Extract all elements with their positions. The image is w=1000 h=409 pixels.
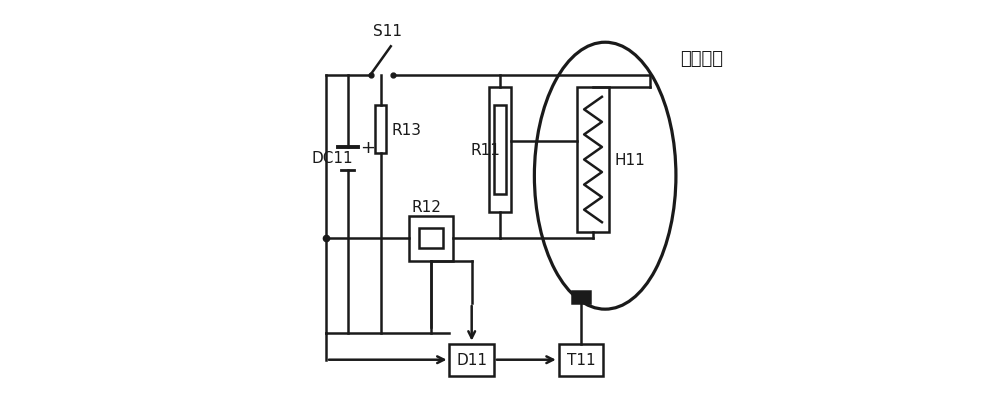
- Bar: [577, 88, 609, 233]
- Text: D11: D11: [456, 352, 487, 367]
- Bar: [494, 106, 506, 194]
- Text: H11: H11: [614, 153, 645, 168]
- Bar: [375, 106, 386, 154]
- Text: R12: R12: [411, 199, 441, 214]
- Bar: [409, 217, 453, 261]
- Bar: [572, 291, 590, 303]
- Text: +: +: [360, 139, 375, 157]
- Text: S11: S11: [373, 24, 402, 38]
- Text: R11: R11: [471, 143, 501, 157]
- Bar: [449, 344, 494, 376]
- Bar: [419, 229, 443, 249]
- Bar: [559, 344, 603, 376]
- Text: DC11: DC11: [312, 151, 354, 166]
- Text: 空心球壳: 空心球壳: [680, 50, 723, 68]
- Bar: [489, 88, 511, 213]
- Text: T11: T11: [567, 352, 595, 367]
- Text: R13: R13: [391, 122, 421, 137]
